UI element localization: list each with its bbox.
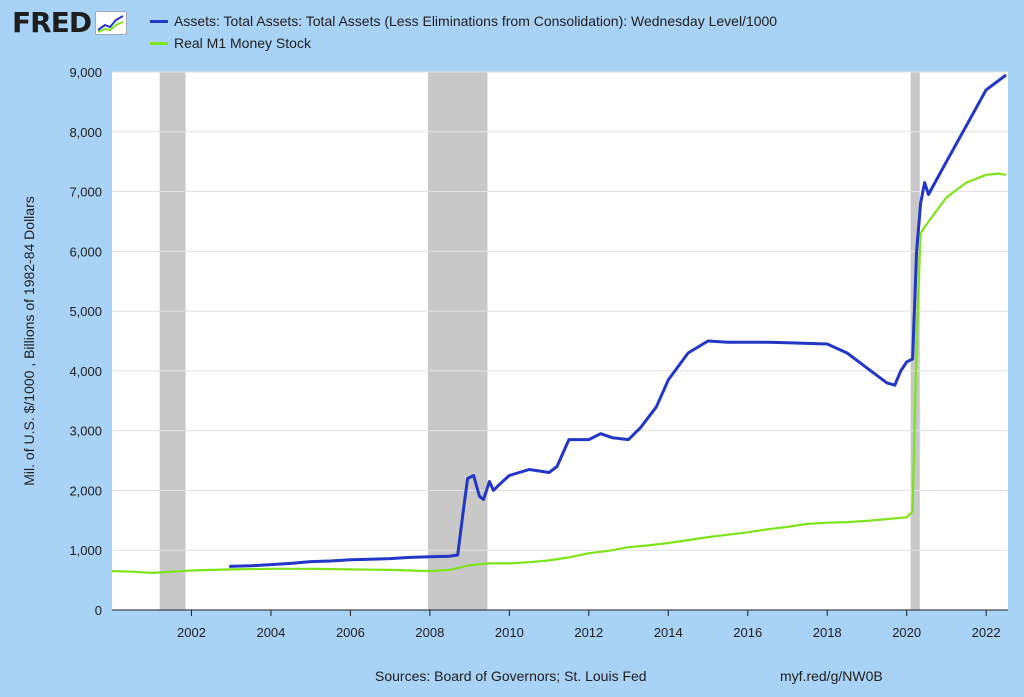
y-tick-label: 9,000 bbox=[69, 65, 102, 80]
x-tick-label: 2014 bbox=[654, 625, 683, 640]
y-axis-label: Mil. of U.S. $/1000 , Billions of 1982-8… bbox=[21, 196, 37, 485]
x-tick-label: 2016 bbox=[733, 625, 762, 640]
chart-logo-icon bbox=[95, 11, 128, 35]
plot-background bbox=[112, 72, 1008, 610]
y-tick-label: 3,000 bbox=[69, 424, 102, 439]
recession-band bbox=[159, 72, 186, 610]
y-tick-label: 7,000 bbox=[69, 185, 102, 200]
legend-label-real-m1: Real M1 Money Stock bbox=[174, 35, 311, 51]
x-tick-label: 2006 bbox=[336, 625, 365, 640]
x-tick-label: 2008 bbox=[415, 625, 444, 640]
x-tick-label: 2002 bbox=[177, 625, 206, 640]
short-link[interactable]: myf.red/g/NW0B bbox=[780, 668, 883, 684]
logo-text: FRED bbox=[12, 6, 92, 39]
x-tick-label: 2012 bbox=[574, 625, 603, 640]
recession-band bbox=[910, 72, 920, 610]
legend-item-real-m1: Real M1 Money Stock bbox=[150, 32, 777, 54]
source-note: Sources: Board of Governors; St. Louis F… bbox=[375, 668, 647, 684]
legend-swatch-total-assets bbox=[150, 19, 168, 23]
x-tick-label: 2022 bbox=[972, 625, 1001, 640]
y-tick-label: 0 bbox=[95, 603, 102, 618]
fred-logo[interactable]: FRED bbox=[12, 6, 128, 40]
x-tick-label: 2010 bbox=[495, 625, 524, 640]
y-tick-label: 4,000 bbox=[69, 364, 102, 379]
x-tick-label: 2020 bbox=[892, 625, 921, 640]
series-line-real-m1 bbox=[111, 172, 1007, 575]
x-tick-label: 2004 bbox=[256, 625, 285, 640]
y-tick-label: 2,000 bbox=[69, 483, 102, 498]
x-tick-label: 2018 bbox=[813, 625, 842, 640]
legend-swatch-real-m1 bbox=[150, 41, 168, 45]
y-tick-label: 5,000 bbox=[69, 304, 102, 319]
legend-label-total-assets: Assets: Total Assets: Total Assets (Less… bbox=[174, 13, 778, 29]
y-tick-label: 6,000 bbox=[69, 244, 102, 259]
y-tick-label: 8,000 bbox=[69, 125, 102, 140]
recession-band bbox=[427, 72, 488, 610]
series-line-total-assets bbox=[229, 73, 1007, 568]
chart-legend: Assets: Total Assets: Total Assets (Less… bbox=[150, 10, 777, 54]
legend-item-total-assets: Assets: Total Assets: Total Assets (Less… bbox=[150, 10, 777, 32]
y-tick-label: 1,000 bbox=[69, 543, 102, 558]
